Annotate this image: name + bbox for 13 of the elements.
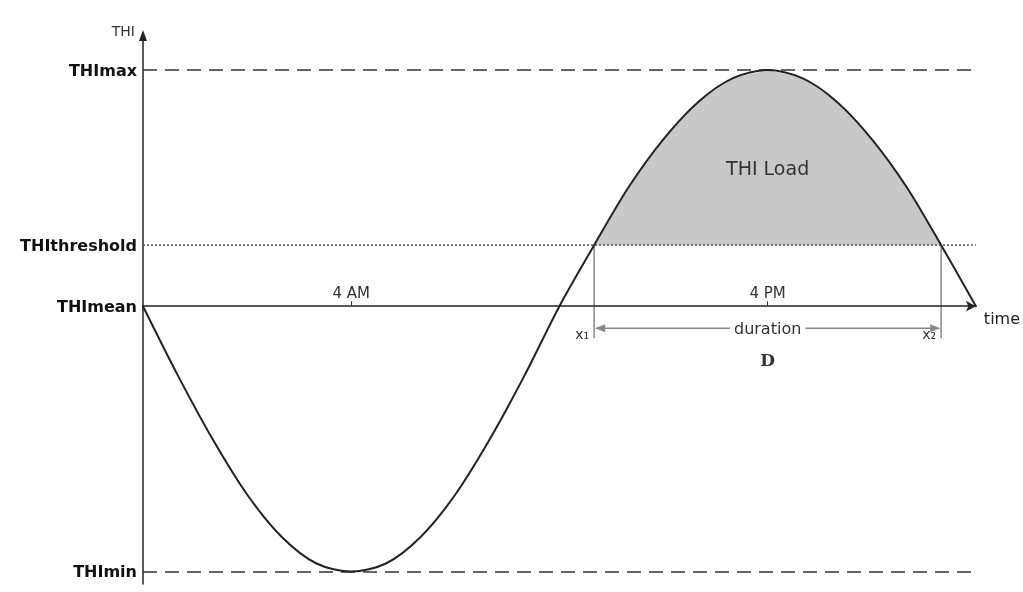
x-tick-label: 4 AM: [332, 283, 370, 302]
ref-line-label: THImax: [68, 60, 138, 80]
text: THImean: [57, 296, 137, 316]
ref-line-label: THIthreshold: [20, 235, 137, 255]
annotation: x₂: [922, 326, 937, 343]
annotation: duration: [733, 318, 802, 338]
x-tick-label: 4 PM: [749, 283, 786, 302]
ref-line-label: THImin: [73, 561, 137, 581]
annotation: THI Load: [725, 156, 810, 179]
annotation: x₁: [575, 326, 590, 343]
annotation: D: [760, 350, 776, 371]
y-axis-title: THI: [110, 23, 135, 39]
x-axis-title: time: [983, 308, 1021, 328]
